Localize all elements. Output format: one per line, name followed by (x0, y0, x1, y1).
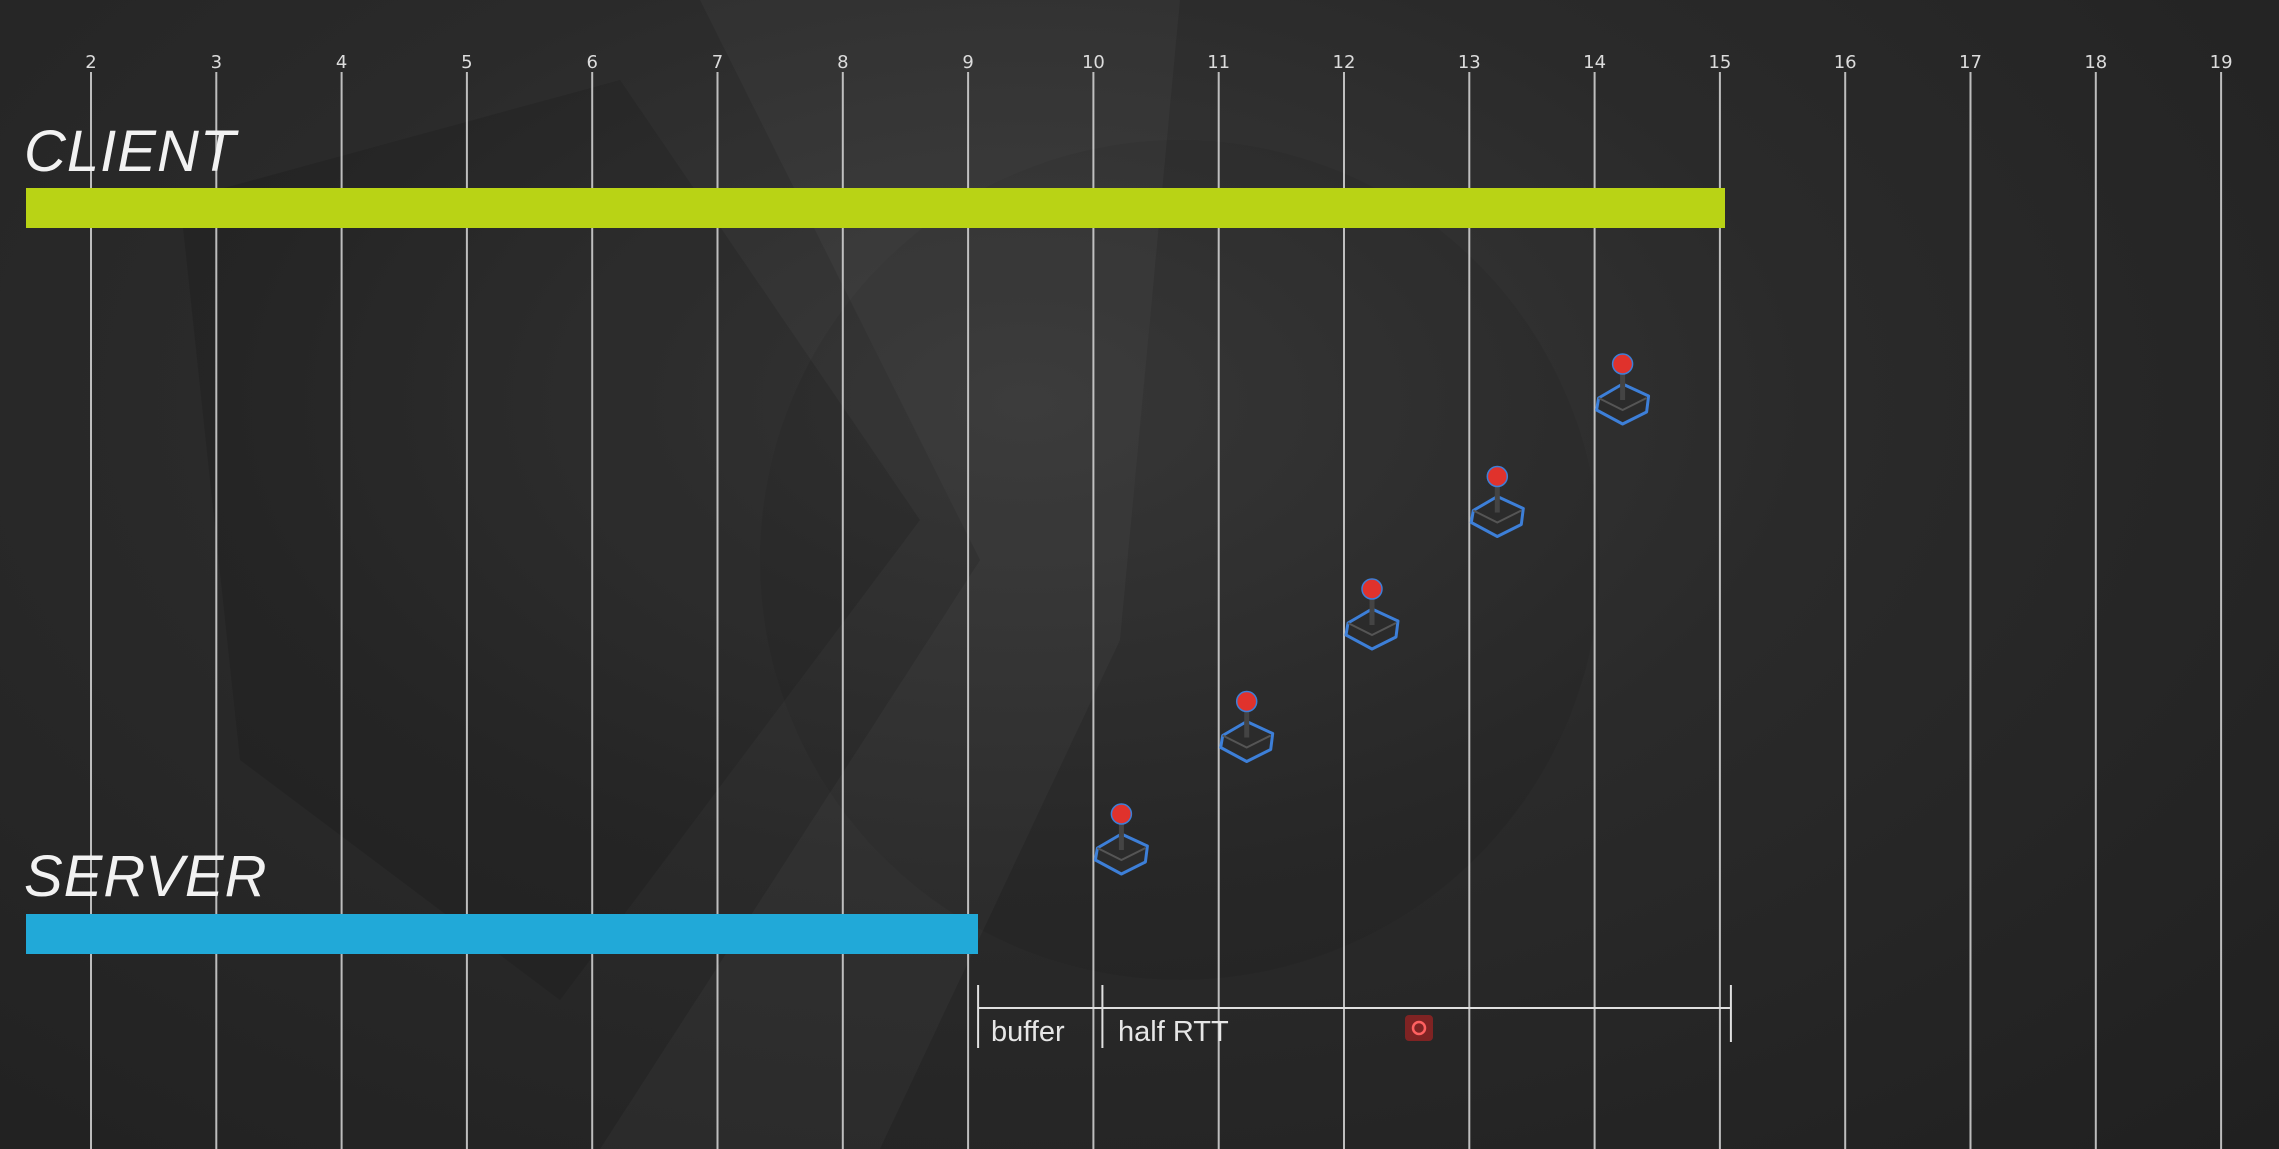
timeline-gridlines (90, 72, 2223, 1149)
client-timeline-bar (26, 188, 1725, 228)
server-lane-label: SERVER (24, 844, 268, 909)
tick-label: 4 (335, 52, 348, 73)
tick-label: 11 (1207, 52, 1231, 73)
tick-label: 9 (962, 52, 974, 73)
tick-label: 16 (1833, 52, 1857, 73)
tick-label: 18 (2084, 52, 2108, 73)
tick-label: 10 (1081, 52, 1105, 73)
tick-label: 3 (210, 52, 223, 73)
buffer-span-label: buffer (991, 1016, 1065, 1048)
joystick-icon (1093, 803, 1149, 876)
tick-label: 14 (1583, 52, 1607, 73)
tick-label: 5 (461, 52, 473, 73)
server-timeline-bar (26, 914, 979, 954)
record-marker (1405, 1015, 1433, 1041)
tick-label: 7 (711, 52, 724, 73)
joystick-icon (1469, 465, 1525, 538)
input-markers (1093, 353, 1651, 876)
tick-label: 12 (1332, 52, 1356, 73)
tick-label: 15 (1708, 52, 1732, 73)
span-brackets (977, 985, 1732, 1048)
tick-label: 13 (1457, 52, 1481, 73)
joystick-icon (1219, 690, 1275, 763)
tick-label: 19 (2209, 52, 2233, 73)
tick-label: 6 (586, 52, 598, 73)
tick-label: 17 (1959, 52, 1982, 73)
tick-label: 2 (85, 52, 97, 73)
joystick-icon (1595, 353, 1651, 426)
half-rtt-span-label: half RTT (1118, 1016, 1229, 1048)
client-lane-label: CLIENT (24, 119, 237, 184)
joystick-icon (1344, 578, 1400, 651)
tick-label: 8 (837, 52, 849, 73)
